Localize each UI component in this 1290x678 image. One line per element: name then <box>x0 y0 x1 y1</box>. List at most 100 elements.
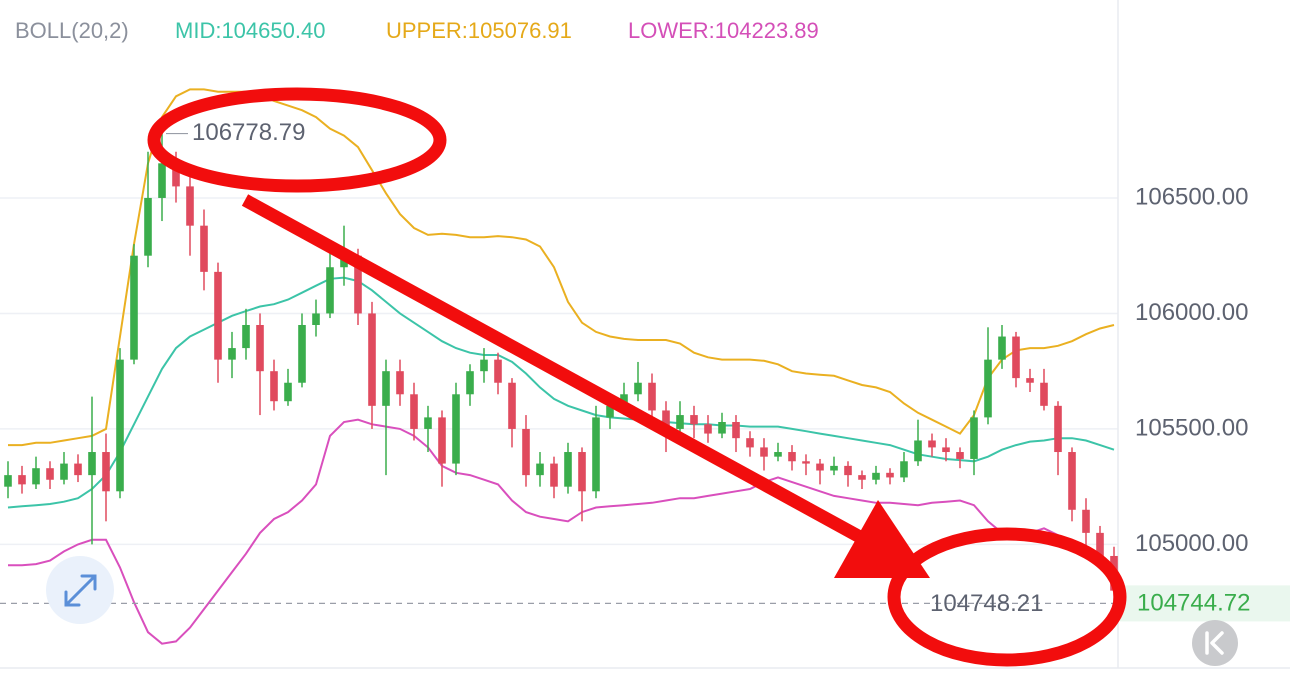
candle-body <box>998 336 1006 360</box>
candle-body <box>872 472 880 480</box>
candle-body <box>312 313 320 325</box>
candle-body <box>704 424 712 434</box>
legend-lower: LOWER:104223.89 <box>628 18 819 43</box>
candle-body <box>802 461 810 464</box>
candle-body <box>970 417 978 459</box>
candle-body <box>508 382 516 429</box>
legend-upper: UPPER:105076.91 <box>386 18 572 43</box>
candle-body <box>522 428 530 476</box>
candle-body <box>368 313 376 406</box>
candle-body <box>886 472 894 478</box>
candle-body <box>494 359 502 383</box>
legend-mid: MID:104650.40 <box>175 18 325 43</box>
candle-body <box>480 359 488 372</box>
candle-body <box>410 394 418 429</box>
candle-body <box>900 461 908 478</box>
candle-body <box>172 163 180 187</box>
red-annotation <box>147 87 1127 667</box>
candle-body <box>732 422 740 439</box>
candle-body <box>130 255 138 360</box>
candle-body <box>984 359 992 418</box>
candle-body <box>592 417 600 492</box>
candle-body <box>1082 509 1090 533</box>
y-tick-label: 105500.00 <box>1135 414 1248 441</box>
last-price-label: 104744.72 <box>1137 590 1250 617</box>
candle-body <box>1012 336 1020 379</box>
ellipse-high <box>147 87 447 193</box>
candle-body <box>662 410 670 429</box>
candle-body <box>1068 452 1076 510</box>
candle-body <box>788 452 796 462</box>
candle-body <box>830 465 838 471</box>
candle-body <box>270 371 278 402</box>
candle-body <box>746 438 754 448</box>
candle-body <box>914 440 922 462</box>
candle-body <box>144 197 152 256</box>
candle-body <box>60 463 68 480</box>
ellipse-low <box>887 527 1127 667</box>
candle-body <box>676 415 684 429</box>
low-label: 104748.21 <box>930 590 1043 617</box>
candle-body <box>116 359 124 492</box>
indicator-label: BOLL(20,2) <box>15 18 129 43</box>
candle-body <box>74 463 82 476</box>
candle-body <box>228 348 236 360</box>
candle-body <box>1040 382 1048 406</box>
arrow-shaft <box>241 194 884 554</box>
band-line <box>8 418 1115 645</box>
candle-body <box>438 417 446 464</box>
candle-body <box>942 447 950 453</box>
legend: BOLL(20,2) MID:104650.40 UPPER:105076.91… <box>15 18 819 43</box>
candle-body <box>452 394 460 464</box>
candle-body <box>102 452 110 492</box>
candle-body <box>424 417 432 429</box>
candle-body <box>634 382 642 395</box>
arrow-head <box>834 500 930 578</box>
candle-body <box>760 447 768 457</box>
candle-body <box>326 267 334 314</box>
bollinger-bands <box>7 88 1115 645</box>
candle-body <box>844 465 852 476</box>
candle-body <box>466 371 474 395</box>
candle-body <box>32 468 40 485</box>
candle-body <box>186 186 194 226</box>
candle-body <box>4 475 12 487</box>
band-line <box>7 276 1115 509</box>
candle-body <box>396 371 404 395</box>
band-line <box>8 88 1115 447</box>
candle-body <box>354 255 362 314</box>
candle-body <box>550 463 558 487</box>
candle-body <box>816 463 824 471</box>
candle-body <box>620 394 628 406</box>
candle-body <box>648 382 656 411</box>
candle-body <box>200 225 208 272</box>
last-price-tag <box>1120 585 1290 622</box>
candle-body <box>578 452 586 492</box>
candle-body <box>718 422 726 434</box>
candle-body <box>606 405 614 418</box>
candle-body <box>46 468 54 480</box>
high-label: 106778.79 <box>192 119 305 146</box>
expand-button[interactable] <box>46 556 114 624</box>
candle-body <box>284 382 292 402</box>
candle-body <box>158 163 166 198</box>
candle-body <box>242 324 250 349</box>
candle-body <box>1054 405 1062 453</box>
candle-body <box>18 475 26 485</box>
candle-body <box>88 452 96 476</box>
latest-button[interactable] <box>1192 620 1238 666</box>
y-tick-label: 106500.00 <box>1135 183 1248 210</box>
candle-body <box>858 475 866 480</box>
candle-body <box>690 415 698 425</box>
candle-body <box>956 452 964 459</box>
candle-body <box>928 440 936 448</box>
candle-body <box>1096 532 1104 556</box>
candle-body <box>298 324 306 383</box>
y-tick-label: 105000.00 <box>1135 530 1248 557</box>
candle-body <box>774 452 782 457</box>
y-tick-label: 106000.00 <box>1135 299 1248 326</box>
annotations: 104744.72 106778.79 104748.21 <box>0 119 1290 622</box>
candle-body <box>214 271 222 360</box>
candle-body <box>256 324 264 372</box>
